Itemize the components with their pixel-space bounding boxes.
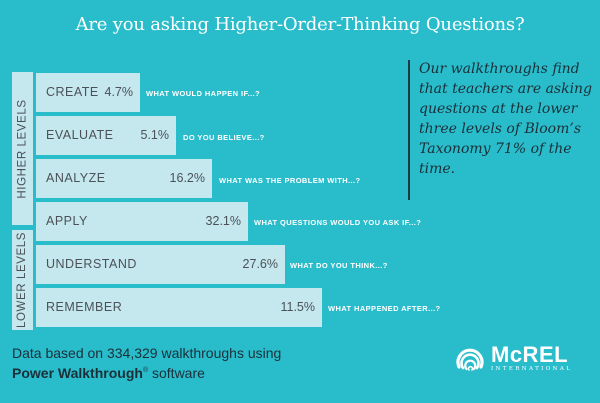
bar-label: CREATE	[46, 85, 99, 99]
question-understand: WHAT DO YOU THINK...?	[290, 261, 388, 270]
footnote-line2: Power Walkthrough® software	[12, 362, 281, 382]
bar-create: CREATE 4.7%	[36, 73, 140, 112]
bar-value: 11.5%	[280, 300, 315, 314]
group-label-lower: LOWER LEVELS	[12, 230, 33, 330]
bar-understand: UNDERSTAND 27.6%	[36, 245, 285, 284]
logo-name: McREL	[491, 342, 569, 367]
bar-label: EVALUATE	[46, 128, 114, 142]
group-label-higher: HIGHER LEVELS	[12, 72, 33, 225]
bar-label: REMEMBER	[46, 300, 123, 314]
bar-value: 27.6%	[242, 257, 278, 271]
footnote-line1: Data based on 334,329 walkthroughs using	[12, 345, 282, 361]
mcrel-logo: McREL INTERNATIONAL	[455, 343, 572, 373]
bar-value: 4.7%	[104, 85, 134, 99]
question-analyze: WHAT WAS THE PROBLEM WITH...?	[219, 176, 361, 185]
question-evaluate: DO YOU BELIEVE...?	[183, 133, 265, 142]
mcrel-swirl-icon	[456, 348, 484, 371]
group-label-text: LOWER LEVELS	[16, 231, 29, 329]
bar-value: 16.2%	[169, 171, 205, 185]
bar-evaluate: EVALUATE 5.1%	[36, 116, 176, 155]
bar-value: 5.1%	[140, 128, 170, 142]
registered-mark: ®	[142, 367, 149, 374]
bar-apply: APPLY 32.1%	[36, 202, 248, 241]
question-create: WHAT WOULD HAPPEN IF...?	[146, 89, 261, 98]
brand-name: Power Walkthrough	[12, 365, 143, 381]
footnote-suffix: software	[148, 365, 205, 381]
bar-analyze: ANALYZE 16.2%	[36, 159, 212, 198]
group-label-text: HIGHER LEVELS	[16, 98, 29, 199]
bar-label: UNDERSTAND	[46, 257, 137, 271]
quote-text: Our walkthroughs find that teachers are …	[419, 61, 593, 177]
logo-subtitle: INTERNATIONAL	[491, 366, 573, 372]
bar-remember: REMEMBER 11.5%	[36, 288, 322, 327]
question-remember: WHAT HAPPENED AFTER...?	[328, 304, 441, 313]
footnote: Data based on 334,329 walkthroughs using…	[12, 345, 281, 382]
page-title: Are you asking Higher-Order-Thinking Que…	[75, 14, 525, 35]
bar-label: APPLY	[46, 214, 88, 228]
question-apply: WHAT QUESTIONS WOULD YOU ASK IF...?	[254, 218, 422, 227]
bar-label: ANALYZE	[46, 171, 106, 185]
bar-value: 32.1%	[205, 214, 241, 228]
quote-divider	[408, 60, 410, 200]
